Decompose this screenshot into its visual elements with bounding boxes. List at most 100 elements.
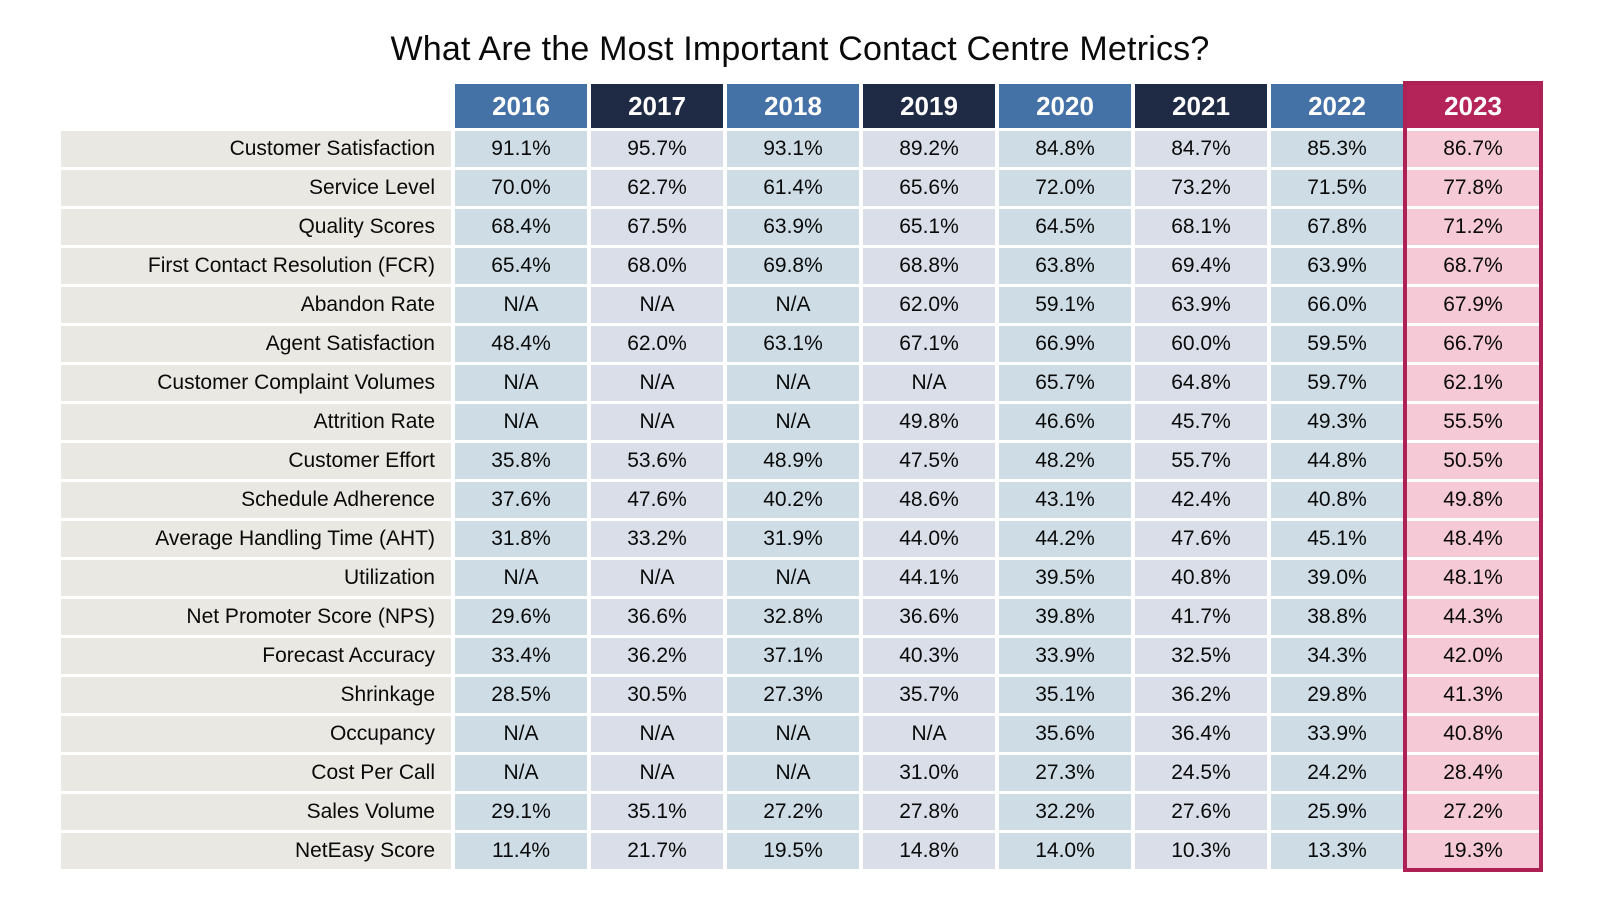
metric-label: Agent Satisfaction bbox=[61, 326, 451, 362]
value-cell: N/A bbox=[455, 560, 587, 596]
value-cell: 86.7% bbox=[1407, 131, 1539, 167]
value-cell: 53.6% bbox=[591, 443, 723, 479]
value-cell: 47.6% bbox=[591, 482, 723, 518]
value-cell: 27.2% bbox=[727, 794, 859, 830]
value-cell: 62.1% bbox=[1407, 365, 1539, 401]
value-cell: 48.6% bbox=[863, 482, 995, 518]
value-cell: 48.4% bbox=[1407, 521, 1539, 557]
year-header-2022: 2022 bbox=[1271, 84, 1403, 128]
value-cell: 49.3% bbox=[1271, 404, 1403, 440]
value-cell: 68.0% bbox=[591, 248, 723, 284]
table-row: Cost Per Call N/A N/A N/A 31.0% 27.3% 24.5% 24.… bbox=[61, 755, 1539, 791]
value-cell: 33.4% bbox=[455, 638, 587, 674]
metric-label: Customer Complaint Volumes bbox=[61, 365, 451, 401]
value-cell: 27.8% bbox=[863, 794, 995, 830]
value-cell: N/A bbox=[863, 365, 995, 401]
value-cell: N/A bbox=[455, 404, 587, 440]
value-cell: 31.0% bbox=[863, 755, 995, 791]
value-cell: 64.5% bbox=[999, 209, 1131, 245]
value-cell: 40.3% bbox=[863, 638, 995, 674]
value-cell: 32.2% bbox=[999, 794, 1131, 830]
value-cell: 71.5% bbox=[1271, 170, 1403, 206]
metric-label: Abandon Rate bbox=[61, 287, 451, 323]
value-cell: 47.6% bbox=[1135, 521, 1267, 557]
value-cell: 24.5% bbox=[1135, 755, 1267, 791]
value-cell: 43.1% bbox=[999, 482, 1131, 518]
value-cell: 42.4% bbox=[1135, 482, 1267, 518]
table-row: Occupancy N/A N/A N/A N/A 35.6% 36.4% 33.9% 40.8… bbox=[61, 716, 1539, 752]
table-row: Quality Scores 68.4% 67.5% 63.9% 65.1% 64.5% 6… bbox=[61, 209, 1539, 245]
table-row: Forecast Accuracy 33.4% 36.2% 37.1% 40.3% 33.… bbox=[61, 638, 1539, 674]
value-cell: N/A bbox=[591, 404, 723, 440]
value-cell: 44.0% bbox=[863, 521, 995, 557]
value-cell: 66.0% bbox=[1271, 287, 1403, 323]
value-cell: 36.2% bbox=[1135, 677, 1267, 713]
value-cell: 36.6% bbox=[863, 599, 995, 635]
metric-label: Net Promoter Score (NPS) bbox=[61, 599, 451, 635]
metric-label: Quality Scores bbox=[61, 209, 451, 245]
value-cell: 84.8% bbox=[999, 131, 1131, 167]
value-cell: 70.0% bbox=[455, 170, 587, 206]
chart-title: What Are the Most Important Contact Cent… bbox=[390, 30, 1210, 68]
value-cell: 50.5% bbox=[1407, 443, 1539, 479]
value-cell: 63.8% bbox=[999, 248, 1131, 284]
value-cell: 62.0% bbox=[863, 287, 995, 323]
value-cell: 67.9% bbox=[1407, 287, 1539, 323]
year-header-2023: 2023 bbox=[1407, 84, 1539, 128]
value-cell: N/A bbox=[727, 560, 859, 596]
year-header-2019: 2019 bbox=[863, 84, 995, 128]
value-cell: 41.7% bbox=[1135, 599, 1267, 635]
value-cell: 40.8% bbox=[1135, 560, 1267, 596]
value-cell: 31.9% bbox=[727, 521, 859, 557]
table-row: Attrition Rate N/A N/A N/A 49.8% 46.6% 45.7% 49… bbox=[61, 404, 1539, 440]
value-cell: 68.8% bbox=[863, 248, 995, 284]
value-cell: 13.3% bbox=[1271, 833, 1403, 869]
value-cell: 37.1% bbox=[727, 638, 859, 674]
value-cell: 65.4% bbox=[455, 248, 587, 284]
value-cell: N/A bbox=[591, 755, 723, 791]
value-cell: 37.6% bbox=[455, 482, 587, 518]
table-row: Utilization N/A N/A N/A 44.1% 39.5% 40.8% 39.0%… bbox=[61, 560, 1539, 596]
value-cell: 28.4% bbox=[1407, 755, 1539, 791]
value-cell: 85.3% bbox=[1271, 131, 1403, 167]
value-cell: 39.0% bbox=[1271, 560, 1403, 596]
table-row: Net Promoter Score (NPS) 29.6% 36.6% 32.8% 3… bbox=[61, 599, 1539, 635]
value-cell: 55.5% bbox=[1407, 404, 1539, 440]
value-cell: 31.8% bbox=[455, 521, 587, 557]
value-cell: 67.8% bbox=[1271, 209, 1403, 245]
value-cell: 27.2% bbox=[1407, 794, 1539, 830]
value-cell: N/A bbox=[863, 716, 995, 752]
value-cell: 27.3% bbox=[999, 755, 1131, 791]
value-cell: 63.9% bbox=[727, 209, 859, 245]
value-cell: 40.8% bbox=[1407, 716, 1539, 752]
value-cell: 66.7% bbox=[1407, 326, 1539, 362]
value-cell: 35.1% bbox=[591, 794, 723, 830]
metric-label: Forecast Accuracy bbox=[61, 638, 451, 674]
value-cell: 77.8% bbox=[1407, 170, 1539, 206]
value-cell: 73.2% bbox=[1135, 170, 1267, 206]
value-cell: N/A bbox=[591, 560, 723, 596]
value-cell: 33.9% bbox=[1271, 716, 1403, 752]
value-cell: 10.3% bbox=[1135, 833, 1267, 869]
value-cell: 47.5% bbox=[863, 443, 995, 479]
metric-label: Service Level bbox=[61, 170, 451, 206]
value-cell: N/A bbox=[455, 755, 587, 791]
value-cell: 62.7% bbox=[591, 170, 723, 206]
value-cell: 19.5% bbox=[727, 833, 859, 869]
value-cell: N/A bbox=[727, 287, 859, 323]
value-cell: 48.1% bbox=[1407, 560, 1539, 596]
table-row: Agent Satisfaction 48.4% 62.0% 63.1% 67.1% 66… bbox=[61, 326, 1539, 362]
value-cell: 29.1% bbox=[455, 794, 587, 830]
metric-label: NetEasy Score bbox=[61, 833, 451, 869]
value-cell: N/A bbox=[455, 716, 587, 752]
metric-label: Customer Satisfaction bbox=[61, 131, 451, 167]
value-cell: 28.5% bbox=[455, 677, 587, 713]
table-row: Sales Volume 29.1% 35.1% 27.2% 27.8% 32.2% 27.… bbox=[61, 794, 1539, 830]
value-cell: 63.9% bbox=[1271, 248, 1403, 284]
value-cell: N/A bbox=[727, 404, 859, 440]
metric-label: Attrition Rate bbox=[61, 404, 451, 440]
value-cell: 89.2% bbox=[863, 131, 995, 167]
year-header-2018: 2018 bbox=[727, 84, 859, 128]
value-cell: 48.2% bbox=[999, 443, 1131, 479]
value-cell: 67.1% bbox=[863, 326, 995, 362]
